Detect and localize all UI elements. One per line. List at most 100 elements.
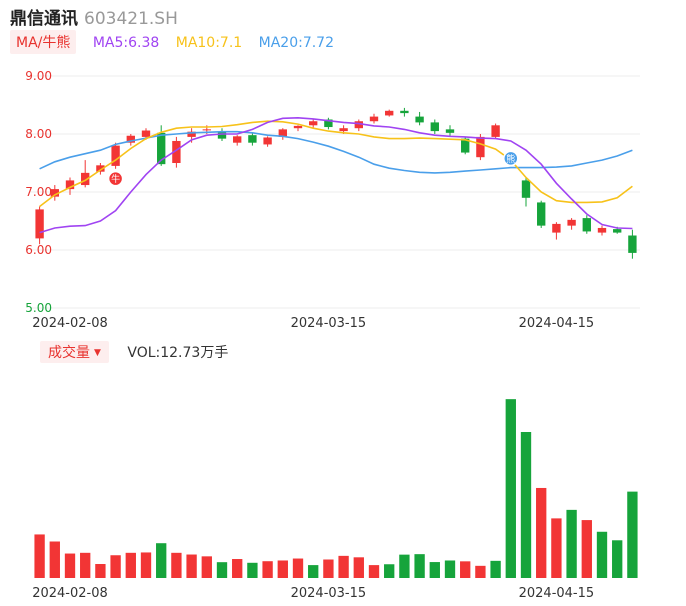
volume-bar: [262, 561, 273, 578]
ma-type-selector[interactable]: MA/牛熊: [10, 30, 77, 54]
candle-body: [111, 145, 120, 166]
candle-body: [537, 202, 546, 226]
indicator-selector-label: 成交量: [48, 345, 90, 361]
candle-body: [263, 137, 272, 145]
ma20-line: [39, 130, 633, 174]
candle-body: [445, 129, 455, 133]
volume-bar: [201, 556, 212, 578]
signal-marker-label: 牛: [111, 173, 120, 185]
volume-bar: [627, 491, 638, 578]
signal-marker-badge: [503, 150, 519, 167]
volume-bar: [140, 552, 152, 578]
stock-code: 603421.SH: [84, 9, 178, 29]
price-x-axis-label: 2024-02-08: [32, 316, 108, 331]
candle-body: [628, 235, 637, 253]
candle-body: [385, 110, 394, 116]
candle-body: [613, 229, 622, 233]
volume-bar: [247, 562, 258, 578]
candle-body: [369, 116, 379, 122]
volume-bar: [34, 534, 45, 578]
candle-body: [126, 135, 135, 143]
volume-bar: [444, 560, 456, 578]
candle-body: [233, 136, 242, 143]
volume-bar: [520, 432, 532, 578]
volume-bar: [338, 555, 349, 578]
price-axis-label: 6.00: [25, 243, 52, 257]
candle-body: [339, 128, 348, 132]
candle-body: [141, 130, 151, 137]
volume-bar: [80, 552, 91, 578]
volume-bar: [323, 559, 334, 578]
volume-bar: [353, 557, 364, 578]
ma5-legend: MA5:6.38: [92, 35, 160, 51]
price-axis-label: 7.00: [25, 185, 52, 199]
volume-bar: [110, 555, 121, 578]
candle-body: [582, 218, 591, 232]
candle-body: [187, 131, 196, 137]
candle-body: [491, 125, 500, 137]
candle-body: [476, 136, 485, 158]
volume-bar: [277, 560, 288, 578]
candle-body: [461, 138, 470, 153]
caret-down-icon: ▼: [94, 348, 101, 358]
volume-x-axis-label: 2024-02-08: [32, 586, 108, 601]
ma5-line: [39, 116, 633, 234]
volume-bar: [156, 543, 167, 578]
volume-bar: [414, 554, 425, 578]
volume-bar: [292, 558, 304, 578]
candle-body: [81, 172, 90, 186]
volume-bar: [171, 552, 182, 578]
ma20-legend: MA20:7.72: [258, 35, 334, 51]
candle-body: [65, 180, 75, 190]
volume-bar: [308, 565, 319, 578]
volume-bar: [232, 559, 243, 578]
signal-marker-badge: [107, 170, 124, 187]
candle-body: [430, 122, 439, 132]
volume-bar: [566, 509, 577, 578]
candle-body: [400, 110, 409, 114]
candle-body: [521, 180, 531, 198]
volume-bar: [186, 554, 197, 578]
candle-body: [157, 132, 166, 165]
volume-bar: [64, 553, 76, 578]
volume-bar: [216, 562, 228, 578]
candle-body: [293, 125, 303, 129]
candle-body: [597, 227, 607, 233]
candle-body: [278, 129, 287, 137]
candle-body: [415, 116, 424, 123]
volume-bar: [475, 565, 486, 578]
volume-x-axis-label: 2024-03-15: [291, 586, 367, 601]
volume-bar: [95, 564, 106, 578]
candle-body: [567, 219, 576, 226]
candle-body: [354, 121, 363, 129]
volume-legend: 成交量 ▼ VOL:12.73万手: [40, 341, 228, 363]
volume-bar: [368, 565, 380, 578]
volume-bar: [429, 562, 440, 578]
candle-body: [217, 131, 227, 139]
candle-body: [96, 165, 105, 172]
volume-bar: [505, 399, 516, 578]
stock-name: 鼎信通讯: [10, 9, 78, 29]
candle-body: [172, 140, 181, 163]
price-axis-label: 8.00: [25, 127, 52, 141]
volume-bar: [596, 531, 608, 578]
signal-marker-label: 熊: [506, 153, 515, 165]
price-axis-label: 5.00: [25, 301, 52, 315]
price-axis-label: 9.00: [25, 69, 52, 83]
volume-bar: [490, 560, 501, 578]
volume-bar: [49, 541, 60, 578]
indicator-selector[interactable]: 成交量 ▼: [40, 341, 109, 363]
title-row: 鼎信通讯 603421.SH: [10, 4, 178, 29]
volume-bar: [125, 552, 136, 578]
candle-body: [324, 119, 333, 128]
volume-x-axis-label: 2024-04-15: [519, 586, 595, 601]
ma10-line: [39, 120, 633, 208]
volume-bar: [551, 518, 562, 578]
candle-body: [50, 189, 59, 197]
volume-bar: [612, 540, 623, 578]
candle-body: [552, 223, 561, 233]
volume-bar: [399, 554, 410, 578]
volume-bar: [536, 487, 547, 578]
ma-legend: MA/牛熊 MA5:6.38 MA10:7.1 MA20:7.72: [10, 30, 334, 54]
